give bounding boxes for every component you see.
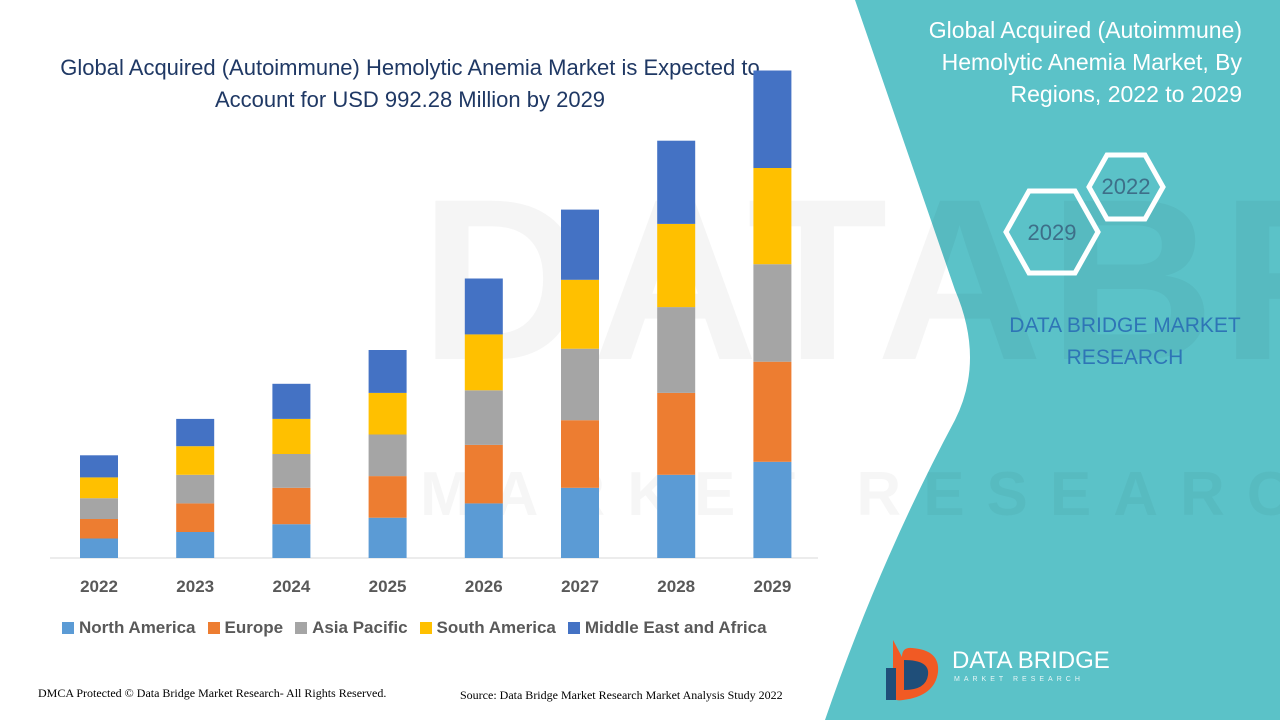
- legend-label: South America: [436, 618, 556, 637]
- bar-2025-asia-pacific: [368, 434, 407, 477]
- x-tick-label-2024: 2024: [272, 577, 310, 596]
- legend-swatch: [419, 622, 432, 634]
- side-panel-title: Global Acquired (Autoimmune) Hemolytic A…: [928, 17, 1242, 107]
- bar-2024-north-america: [272, 524, 311, 558]
- x-tick-label-2028: 2028: [657, 577, 695, 596]
- bar-2022-asia-pacific: [80, 498, 118, 519]
- bar-2025-south-america: [368, 392, 407, 435]
- legend-label: North America: [79, 618, 196, 637]
- legend-swatch: [567, 622, 580, 634]
- bar-2023-north-america: [176, 532, 215, 558]
- bar-2028-south-america: [657, 223, 696, 308]
- hexagon-2029: [1003, 188, 1101, 276]
- bar-2029-south-america: [753, 168, 792, 265]
- x-tick-label-2022: 2022: [80, 577, 118, 596]
- bar-2022-europe: [80, 519, 118, 539]
- bar-2029-north-america: [753, 461, 792, 558]
- bar-2028-middle-east-and-africa: [657, 140, 696, 224]
- footer-source: Source: Data Bridge Market Research Mark…: [460, 688, 783, 702]
- bar-2027-north-america: [561, 487, 599, 558]
- legend-item-europe: Europe: [207, 618, 284, 638]
- logo-tagline: MARKET RESEARCH: [954, 676, 1084, 683]
- bar-2025-middle-east-and-africa: [368, 350, 407, 393]
- hex-year-2022: 2022: [1101, 174, 1151, 199]
- chart-legend: North America Europe Asia Pacific South Ame…: [62, 616, 767, 640]
- hexagon-2022: [1086, 152, 1166, 222]
- x-tick-label-2027: 2027: [561, 577, 599, 596]
- bar-2026-asia-pacific: [464, 390, 503, 445]
- bar-2027-south-america: [561, 279, 599, 349]
- chart-title: Global Acquired (Autoimmune) Hemolytic A…: [60, 55, 760, 112]
- bar-2022-middle-east-and-africa: [80, 455, 118, 478]
- brand-name-text: DATA BRIDGE MARKET RESEARCH: [1009, 314, 1241, 369]
- bar-2027-asia-pacific: [561, 348, 599, 421]
- x-tick-label-2025: 2025: [369, 577, 407, 596]
- bar-2023-middle-east-and-africa: [176, 418, 215, 447]
- x-tick-label-2029: 2029: [753, 577, 791, 596]
- x-tick-label-2023: 2023: [176, 577, 214, 596]
- bar-2028-north-america: [657, 474, 696, 558]
- bar-2024-middle-east-and-africa: [272, 383, 311, 419]
- bar-2026-europe: [464, 444, 503, 504]
- bar-2026-south-america: [464, 334, 503, 391]
- legend-label: Asia Pacific: [312, 618, 408, 637]
- bar-2028-europe: [657, 392, 696, 475]
- bar-2024-europe: [272, 487, 311, 525]
- bar-2025-europe: [368, 476, 407, 518]
- bar-2022-north-america: [80, 538, 118, 558]
- bar-2023-europe: [176, 503, 215, 532]
- legend-label: Europe: [224, 618, 284, 637]
- legend-item-middle-east-and-africa: Middle East and Africa: [567, 618, 767, 638]
- x-tick-labels: 2022 2023 2024 2025 2026 2027 2028 2029: [80, 577, 791, 596]
- legend-swatch: [207, 622, 220, 634]
- legend-item-north-america: North America: [62, 618, 196, 638]
- bar-2026-north-america: [464, 503, 503, 558]
- bar-series-group: [80, 70, 792, 558]
- bar-2028-asia-pacific: [657, 307, 696, 393]
- bar-2024-asia-pacific: [272, 454, 311, 488]
- legend-swatch: [295, 622, 308, 634]
- hex-year-2029: 2029: [1027, 220, 1077, 245]
- bar-2027-europe: [561, 420, 599, 488]
- legend-item-south-america: South America: [419, 618, 556, 638]
- bar-2023-south-america: [176, 446, 215, 475]
- bar-2024-south-america: [272, 418, 311, 454]
- bar-2025-north-america: [368, 517, 407, 558]
- legend-item-asia-pacific: Asia Pacific: [295, 618, 408, 638]
- logo-name: DATA BRIDGE: [952, 647, 1110, 674]
- bar-2029-europe: [753, 361, 792, 462]
- bar-2026-middle-east-and-africa: [464, 278, 503, 335]
- bar-2023-asia-pacific: [176, 474, 215, 504]
- bar-2029-middle-east-and-africa: [753, 70, 792, 168]
- legend-label: Middle East and Africa: [584, 618, 767, 637]
- bar-2027-middle-east-and-africa: [561, 209, 599, 280]
- footer-copyright: DMCA Protected © Data Bridge Market Rese…: [38, 686, 387, 700]
- bar-2022-south-america: [80, 477, 118, 499]
- legend-swatch: [62, 622, 74, 634]
- x-tick-label-2026: 2026: [465, 577, 503, 596]
- bar-2029-asia-pacific: [753, 264, 792, 362]
